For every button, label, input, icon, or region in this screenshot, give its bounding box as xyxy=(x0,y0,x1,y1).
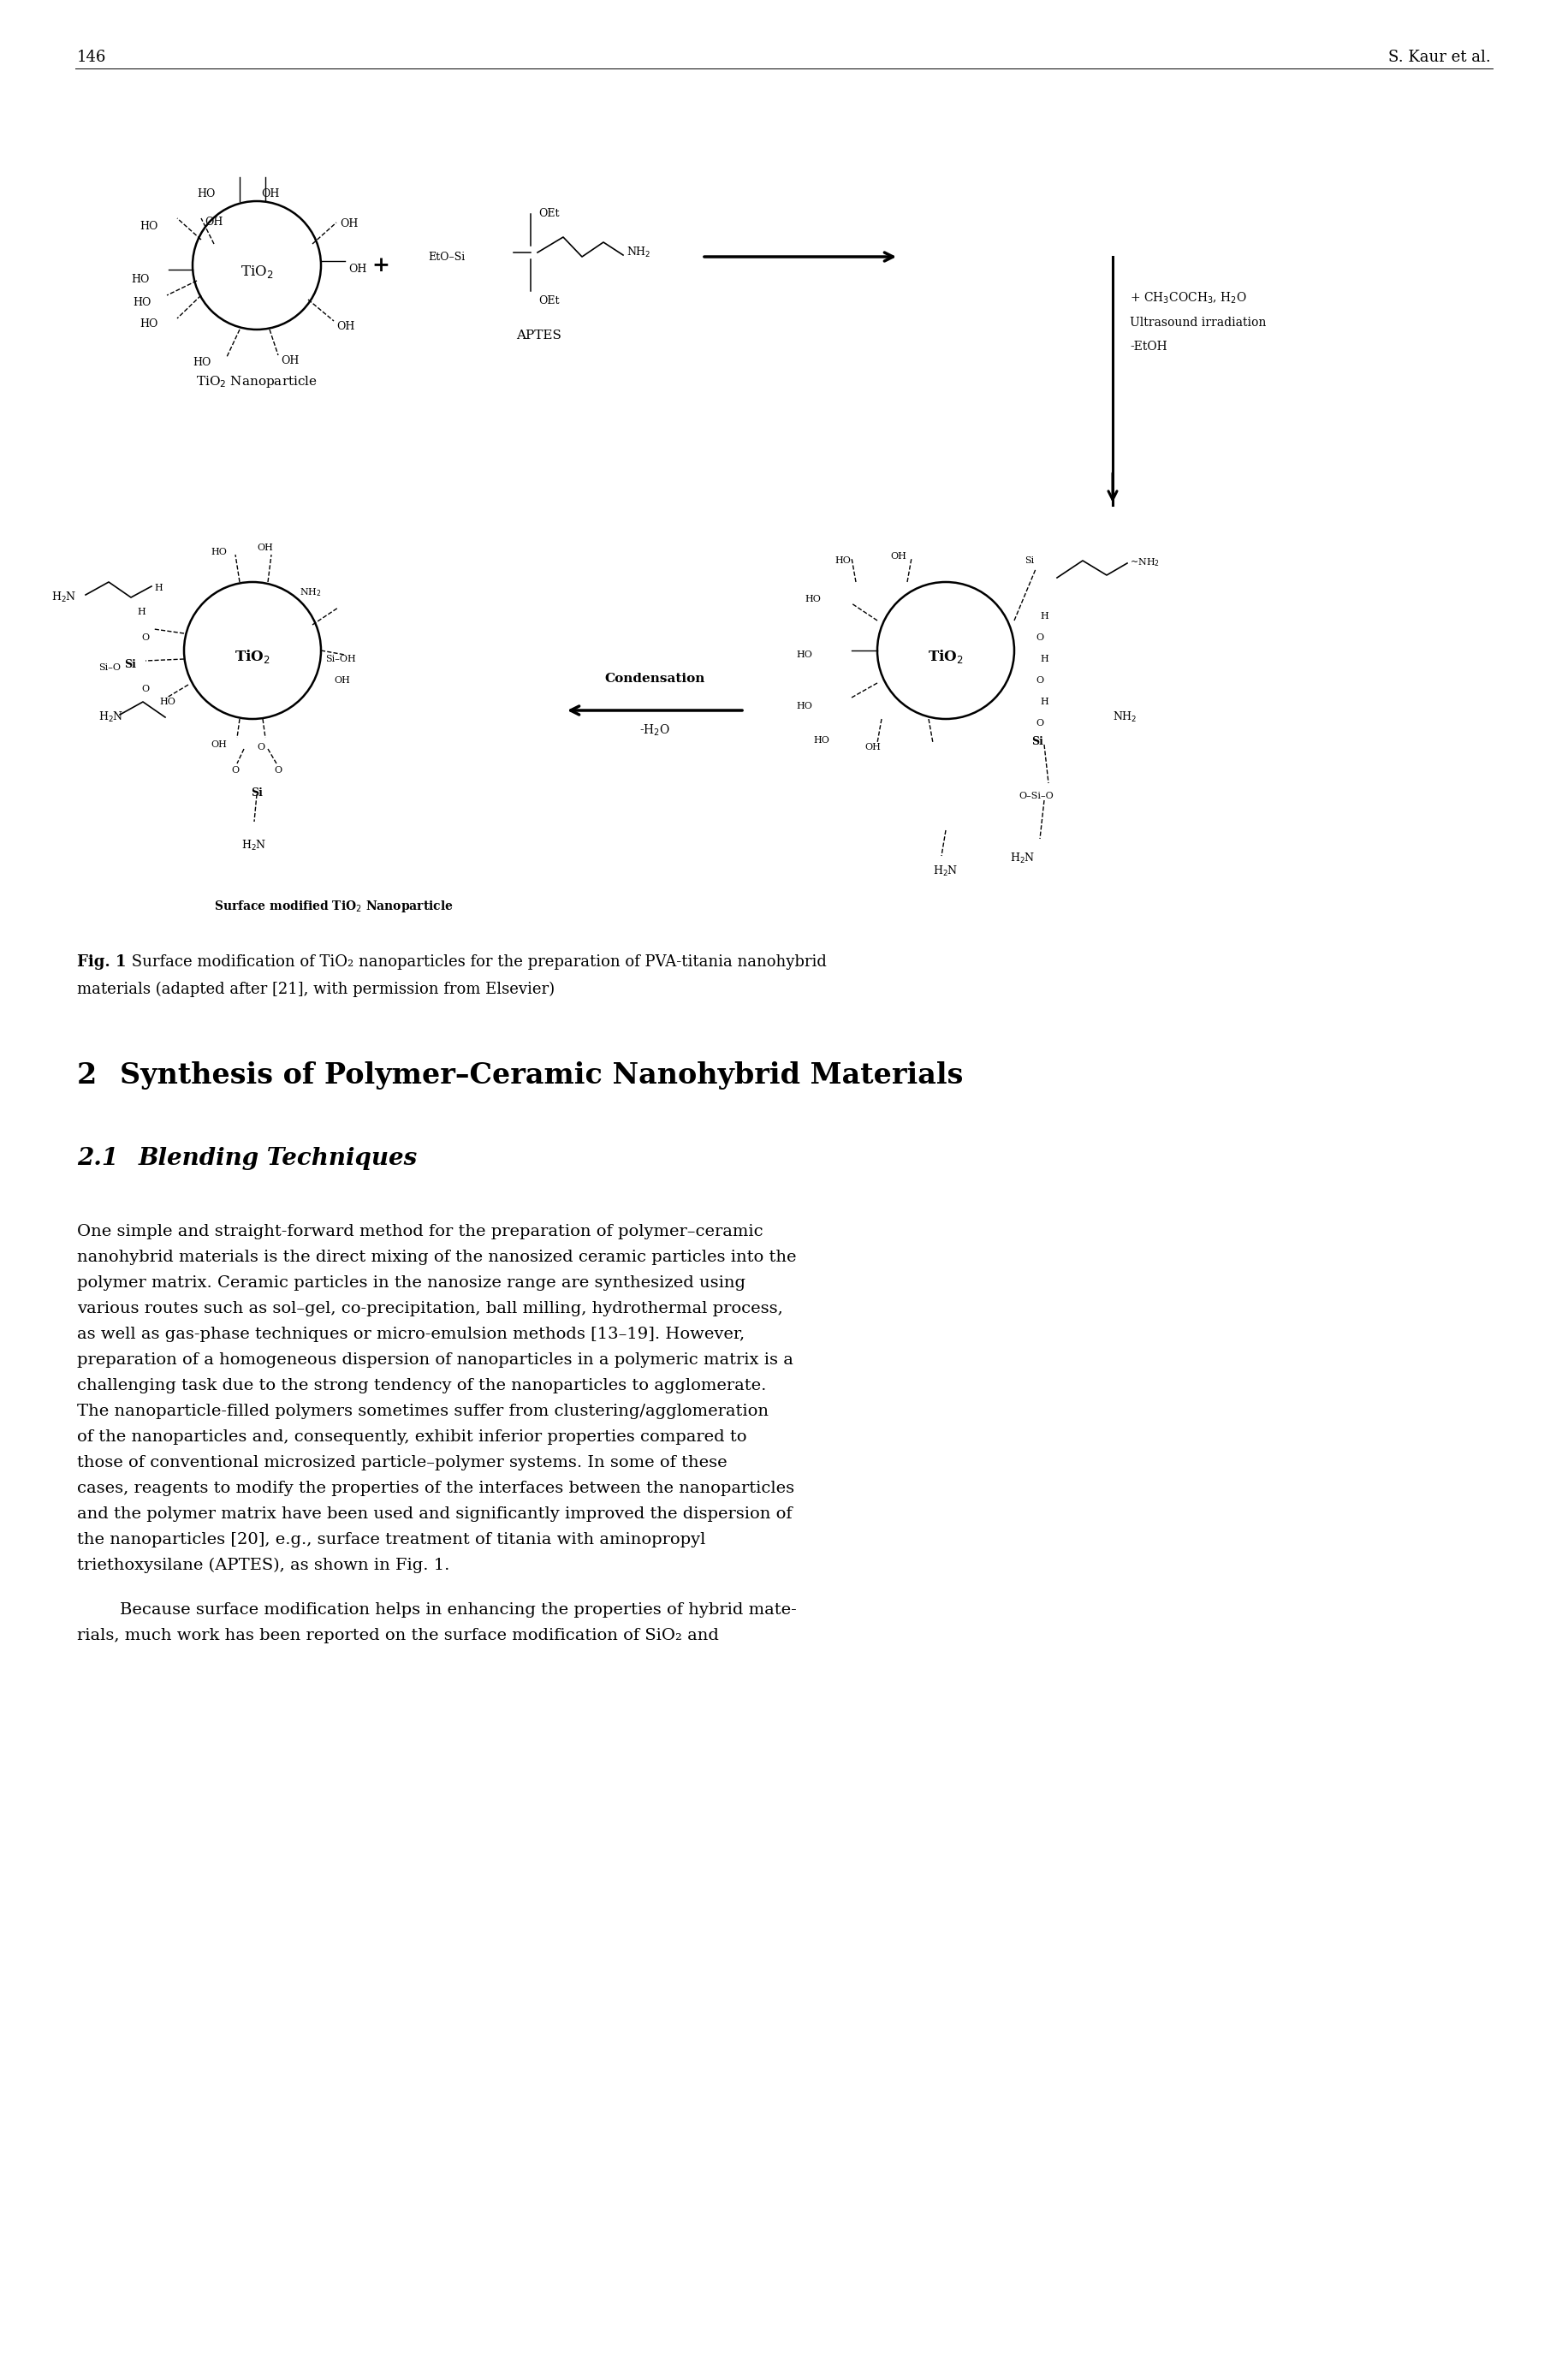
Text: H: H xyxy=(1040,656,1049,663)
Text: OH: OH xyxy=(864,744,881,751)
Text: Si–OH: Si–OH xyxy=(325,656,356,663)
Text: Condensation: Condensation xyxy=(605,672,706,684)
Text: HO: HO xyxy=(193,356,210,368)
Text: HO: HO xyxy=(140,221,158,233)
Text: NH$_2$: NH$_2$ xyxy=(299,587,321,599)
Text: Surface modification of TiO₂ nanoparticles for the preparation of PVA-titania na: Surface modification of TiO₂ nanoparticl… xyxy=(127,955,826,969)
Text: +: + xyxy=(372,254,390,276)
Text: O: O xyxy=(141,684,149,694)
Text: HO: HO xyxy=(140,318,158,330)
Text: Fig. 1: Fig. 1 xyxy=(77,955,127,969)
Text: triethoxysilane (APTES), as shown in Fig. 1.: triethoxysilane (APTES), as shown in Fig… xyxy=(77,1559,450,1573)
Text: O: O xyxy=(141,634,149,642)
Text: OH: OH xyxy=(340,219,358,230)
Text: HO: HO xyxy=(804,594,820,604)
Text: OH: OH xyxy=(334,677,350,684)
Text: HO: HO xyxy=(133,297,151,309)
Text: O: O xyxy=(1035,677,1043,684)
Text: Ultrasound irradiation: Ultrasound irradiation xyxy=(1131,316,1267,328)
Text: OH: OH xyxy=(891,551,906,561)
Text: Si–O: Si–O xyxy=(99,663,121,672)
Text: and the polymer matrix have been used and significantly improved the dispersion : and the polymer matrix have been used an… xyxy=(77,1506,792,1521)
Text: TiO$_2$: TiO$_2$ xyxy=(928,649,964,665)
Text: HO: HO xyxy=(210,549,227,556)
Text: preparation of a homogeneous dispersion of nanoparticles in a polymeric matrix i: preparation of a homogeneous dispersion … xyxy=(77,1352,793,1369)
Text: Surface modified TiO$_2$ Nanoparticle: Surface modified TiO$_2$ Nanoparticle xyxy=(213,898,453,915)
Text: NH$_2$: NH$_2$ xyxy=(1113,710,1137,725)
Text: as well as gas-phase techniques or micro-emulsion methods [13–19]. However,: as well as gas-phase techniques or micro… xyxy=(77,1326,745,1342)
Text: TiO$_2$: TiO$_2$ xyxy=(235,649,270,665)
Text: H: H xyxy=(1040,699,1049,706)
Text: HO: HO xyxy=(797,701,812,710)
Text: -H$_2$O: -H$_2$O xyxy=(640,722,670,739)
Text: Blending Techniques: Blending Techniques xyxy=(138,1148,419,1169)
Text: O: O xyxy=(1035,634,1043,642)
Text: OH: OH xyxy=(281,354,299,366)
Text: HO: HO xyxy=(834,556,851,565)
Text: 146: 146 xyxy=(77,50,107,64)
Text: OH: OH xyxy=(260,188,279,200)
Text: S. Kaur et al.: S. Kaur et al. xyxy=(1389,50,1491,64)
Text: nanohybrid materials is the direct mixing of the nanosized ceramic particles int: nanohybrid materials is the direct mixin… xyxy=(77,1250,797,1264)
Text: O: O xyxy=(257,744,265,751)
Text: HO: HO xyxy=(132,273,149,285)
Text: HO: HO xyxy=(198,188,215,200)
Text: NH$_2$: NH$_2$ xyxy=(627,245,651,259)
Text: rials, much work has been reported on the surface modification of SiO₂ and: rials, much work has been reported on th… xyxy=(77,1628,718,1644)
Text: O–Si–O: O–Si–O xyxy=(1019,791,1054,801)
Text: EtO–Si: EtO–Si xyxy=(428,252,466,261)
Text: The nanoparticle-filled polymers sometimes suffer from clustering/agglomeration: The nanoparticle-filled polymers sometim… xyxy=(77,1404,768,1418)
Text: + CH$_3$COCH$_3$, H$_2$O: + CH$_3$COCH$_3$, H$_2$O xyxy=(1131,290,1247,307)
Text: Si: Si xyxy=(251,786,263,798)
Text: polymer matrix. Ceramic particles in the nanosize range are synthesized using: polymer matrix. Ceramic particles in the… xyxy=(77,1276,745,1290)
Text: OEt: OEt xyxy=(539,209,560,219)
Text: O: O xyxy=(274,765,282,775)
Text: Si: Si xyxy=(1024,556,1035,565)
Text: OH: OH xyxy=(337,321,354,333)
Text: 2: 2 xyxy=(77,1062,97,1091)
Text: the nanoparticles [20], e.g., surface treatment of titania with aminopropyl: the nanoparticles [20], e.g., surface tr… xyxy=(77,1533,706,1547)
Text: HO: HO xyxy=(814,737,829,744)
Text: materials (adapted after [21], with permission from Elsevier): materials (adapted after [21], with perm… xyxy=(77,981,555,998)
Text: HO: HO xyxy=(160,699,176,706)
Text: various routes such as sol–gel, co-precipitation, ball milling, hydrothermal pro: various routes such as sol–gel, co-preci… xyxy=(77,1302,782,1316)
Text: cases, reagents to modify the properties of the interfaces between the nanoparti: cases, reagents to modify the properties… xyxy=(77,1480,795,1497)
Text: O: O xyxy=(1035,720,1043,727)
Text: OH: OH xyxy=(204,216,223,228)
Text: of the nanoparticles and, consequently, exhibit inferior properties compared to: of the nanoparticles and, consequently, … xyxy=(77,1430,746,1445)
Text: HO: HO xyxy=(797,651,812,658)
Text: H$_2$N: H$_2$N xyxy=(99,710,124,725)
Text: TiO$_2$ Nanoparticle: TiO$_2$ Nanoparticle xyxy=(196,373,318,390)
Text: H: H xyxy=(136,608,146,615)
Text: One simple and straight-forward method for the preparation of polymer–ceramic: One simple and straight-forward method f… xyxy=(77,1224,764,1240)
Text: H$_2$N: H$_2$N xyxy=(52,592,77,604)
Text: OEt: OEt xyxy=(539,295,560,307)
Text: Synthesis of Polymer–Ceramic Nanohybrid Materials: Synthesis of Polymer–Ceramic Nanohybrid … xyxy=(119,1062,963,1091)
Text: Because surface modification helps in enhancing the properties of hybrid mate-: Because surface modification helps in en… xyxy=(77,1601,797,1618)
Text: H$_2$N: H$_2$N xyxy=(1010,851,1035,865)
Text: Si: Si xyxy=(124,658,136,670)
Text: OH: OH xyxy=(348,264,367,276)
Text: OH: OH xyxy=(257,544,273,551)
Text: OH: OH xyxy=(210,741,227,748)
Text: O: O xyxy=(232,765,240,775)
Text: H: H xyxy=(1040,613,1049,620)
Text: H$_2$N: H$_2$N xyxy=(241,839,267,853)
Text: H$_2$N: H$_2$N xyxy=(933,865,958,879)
Text: H: H xyxy=(154,584,163,592)
Text: ~NH$_2$: ~NH$_2$ xyxy=(1131,556,1160,568)
Text: -EtOH: -EtOH xyxy=(1131,340,1167,352)
Text: 2.1: 2.1 xyxy=(77,1148,118,1169)
Text: APTES: APTES xyxy=(516,330,561,342)
Text: TiO$_2$: TiO$_2$ xyxy=(240,264,273,280)
Text: those of conventional microsized particle–polymer systems. In some of these: those of conventional microsized particl… xyxy=(77,1454,728,1471)
Text: challenging task due to the strong tendency of the nanoparticles to agglomerate.: challenging task due to the strong tende… xyxy=(77,1378,767,1392)
Text: Si: Si xyxy=(1032,737,1043,746)
